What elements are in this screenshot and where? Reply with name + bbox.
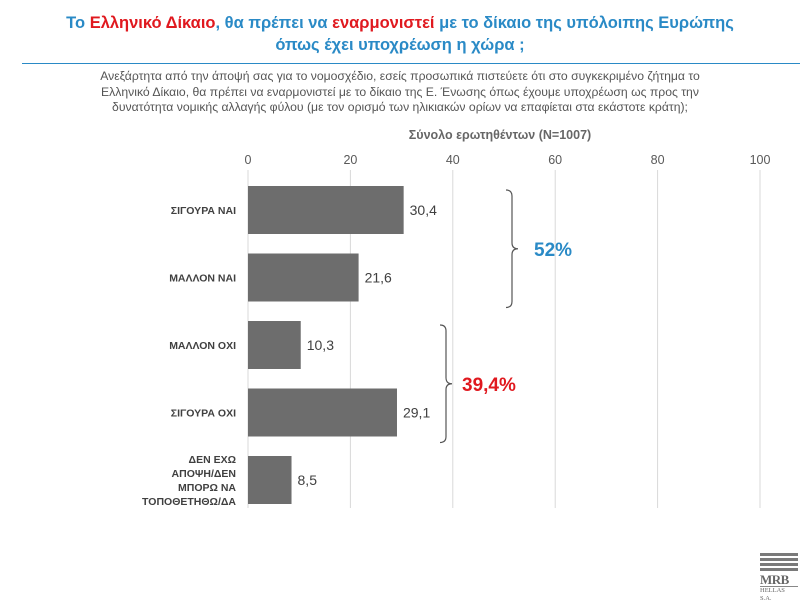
category-label: ΣΙΓΟΥΡΑ ΟΧΙ — [171, 408, 236, 420]
question-line: Ελληνικό Δίκαιο, θα πρέπει να εναρμονιστ… — [101, 84, 699, 99]
bar — [248, 186, 404, 234]
title-line-1: Το Ελληνικό Δίκαιο, θα πρέπει να εναρμον… — [0, 12, 800, 34]
category-label: ΑΠΟΨΗ/ΔΕΝ — [172, 468, 236, 480]
title-part: με το δίκαιο της υπόλοιπης Ευρώπης — [434, 14, 734, 32]
bar — [248, 456, 292, 504]
title-divider — [22, 63, 800, 64]
data-label: 21,6 — [365, 270, 392, 286]
data-label: 30,4 — [410, 202, 437, 218]
logo-subtext: HELLAS S.A. — [760, 586, 798, 603]
x-tick-label: 60 — [548, 153, 562, 167]
category-label: ΜΑΛΛΟΝ ΝΑΙ — [169, 273, 236, 285]
group-total-label: 39,4% — [462, 375, 516, 396]
logo-text: MRB — [760, 572, 789, 587]
mrb-logo: MRB HELLAS S.A. — [760, 553, 798, 602]
logo-stripes — [760, 553, 798, 571]
title-part: Ελληνικό Δίκαιο — [89, 14, 216, 32]
data-label: 8,5 — [298, 472, 318, 488]
bar — [248, 253, 359, 302]
bar — [248, 388, 397, 437]
group-bracket — [505, 189, 519, 309]
data-label: 10,3 — [307, 337, 334, 353]
category-label: ΤΟΠΟΘΕΤΗΘΩ/ΔΑ — [142, 496, 236, 508]
x-tick-label: 20 — [343, 153, 357, 167]
title-part: , θα πρέπει να — [215, 14, 333, 32]
title-part: εναρμονιστεί — [332, 14, 435, 32]
page-title: Το Ελληνικό Δίκαιο, θα πρέπει να εναρμον… — [0, 12, 800, 56]
x-tick-label: 40 — [446, 153, 460, 167]
category-label: ΜΑΛΛΟΝ ΟΧΙ — [169, 340, 236, 352]
title-line-2: όπως έχει υποχρέωση η χώρα ; — [275, 36, 525, 54]
category-label: ΜΠΟΡΩ ΝΑ — [178, 482, 236, 494]
question-line: δυνατότητα νομικής αλλαγής φύλου (με τον… — [112, 100, 688, 114]
data-label: 29,1 — [403, 405, 430, 421]
group-bracket — [439, 324, 453, 444]
chart-title: Σύνολο ερωτηθέντων (N=1007) — [409, 128, 591, 142]
survey-question: Ανεξάρτητα από την άποψή σας για το νομο… — [30, 69, 770, 116]
x-tick-label: 0 — [245, 153, 252, 167]
category-label: ΔΕΝ ΕΧΩ — [189, 454, 236, 466]
title-part: Το — [66, 14, 90, 32]
group-total-label: 52% — [534, 240, 572, 261]
x-tick-label: 100 — [750, 153, 771, 167]
category-label: ΣΙΓΟΥΡΑ ΝΑΙ — [171, 205, 236, 217]
question-line: Ανεξάρτητα από την άποψή σας για το νομο… — [100, 69, 700, 83]
bar — [248, 321, 301, 369]
x-tick-label: 80 — [651, 153, 665, 167]
